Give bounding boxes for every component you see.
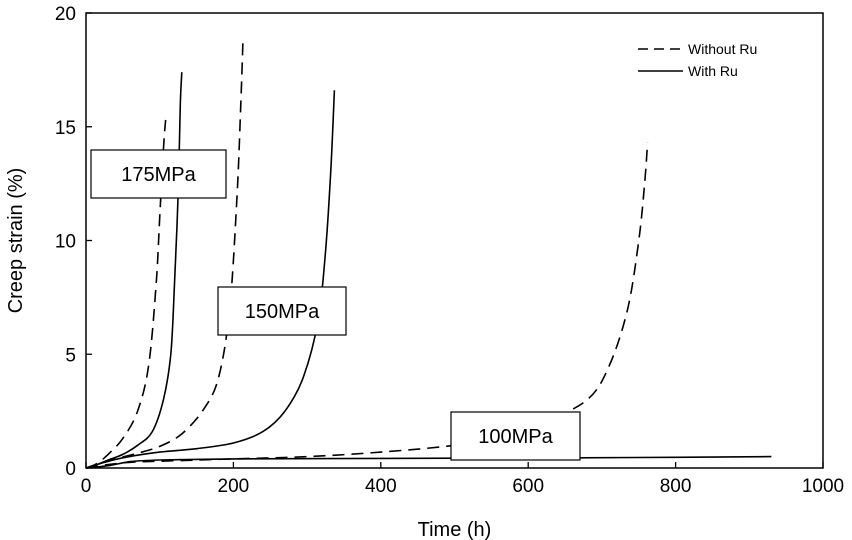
x-tick-label: 0 xyxy=(81,476,92,497)
series-150mpa-with-ru xyxy=(85,90,336,469)
stress-box-150 xyxy=(217,286,347,336)
stress-label-175: 175MPa xyxy=(90,149,227,199)
legend-label-with-ru: With Ru xyxy=(688,63,738,79)
legend: Without Ru With Ru xyxy=(638,41,757,79)
y-tick-label: 5 xyxy=(65,345,76,366)
stress-label-175-text: 175MPa xyxy=(121,164,196,186)
series-100mpa-with-ru xyxy=(85,455,772,469)
stress-label-100-text: 100MPa xyxy=(478,426,553,448)
y-tick-label: 10 xyxy=(55,232,76,253)
y-tick-label: 0 xyxy=(65,459,76,480)
stress-label-150-text: 150MPa xyxy=(245,301,320,323)
curves xyxy=(85,40,772,469)
stress-box-175 xyxy=(90,149,227,199)
stress-box-100 xyxy=(450,411,581,461)
y-axis-label: Creep strain (%) xyxy=(5,168,27,314)
y-tick-label: 15 xyxy=(55,118,76,139)
x-axis-label: Time (h) xyxy=(418,519,492,540)
x-tick-label: 1000 xyxy=(802,476,844,497)
legend-label-without-ru: Without Ru xyxy=(688,41,757,57)
plot-frame xyxy=(85,12,824,469)
x-tick-label: 200 xyxy=(218,476,250,497)
series-175mpa-with-ru xyxy=(85,72,183,469)
y-tick-label: 20 xyxy=(55,4,76,25)
stress-label-100: 100MPa xyxy=(450,411,581,461)
x-tick-label: 800 xyxy=(660,476,692,497)
x-tick-label: 400 xyxy=(365,476,397,497)
x-tick-label: 600 xyxy=(512,476,544,497)
axis-ticks: 0 200 400 600 800 1000 0 5 10 15 20 xyxy=(55,4,844,497)
stress-label-150: 150MPa xyxy=(217,286,347,336)
series-150mpa-without-ru xyxy=(85,40,244,469)
